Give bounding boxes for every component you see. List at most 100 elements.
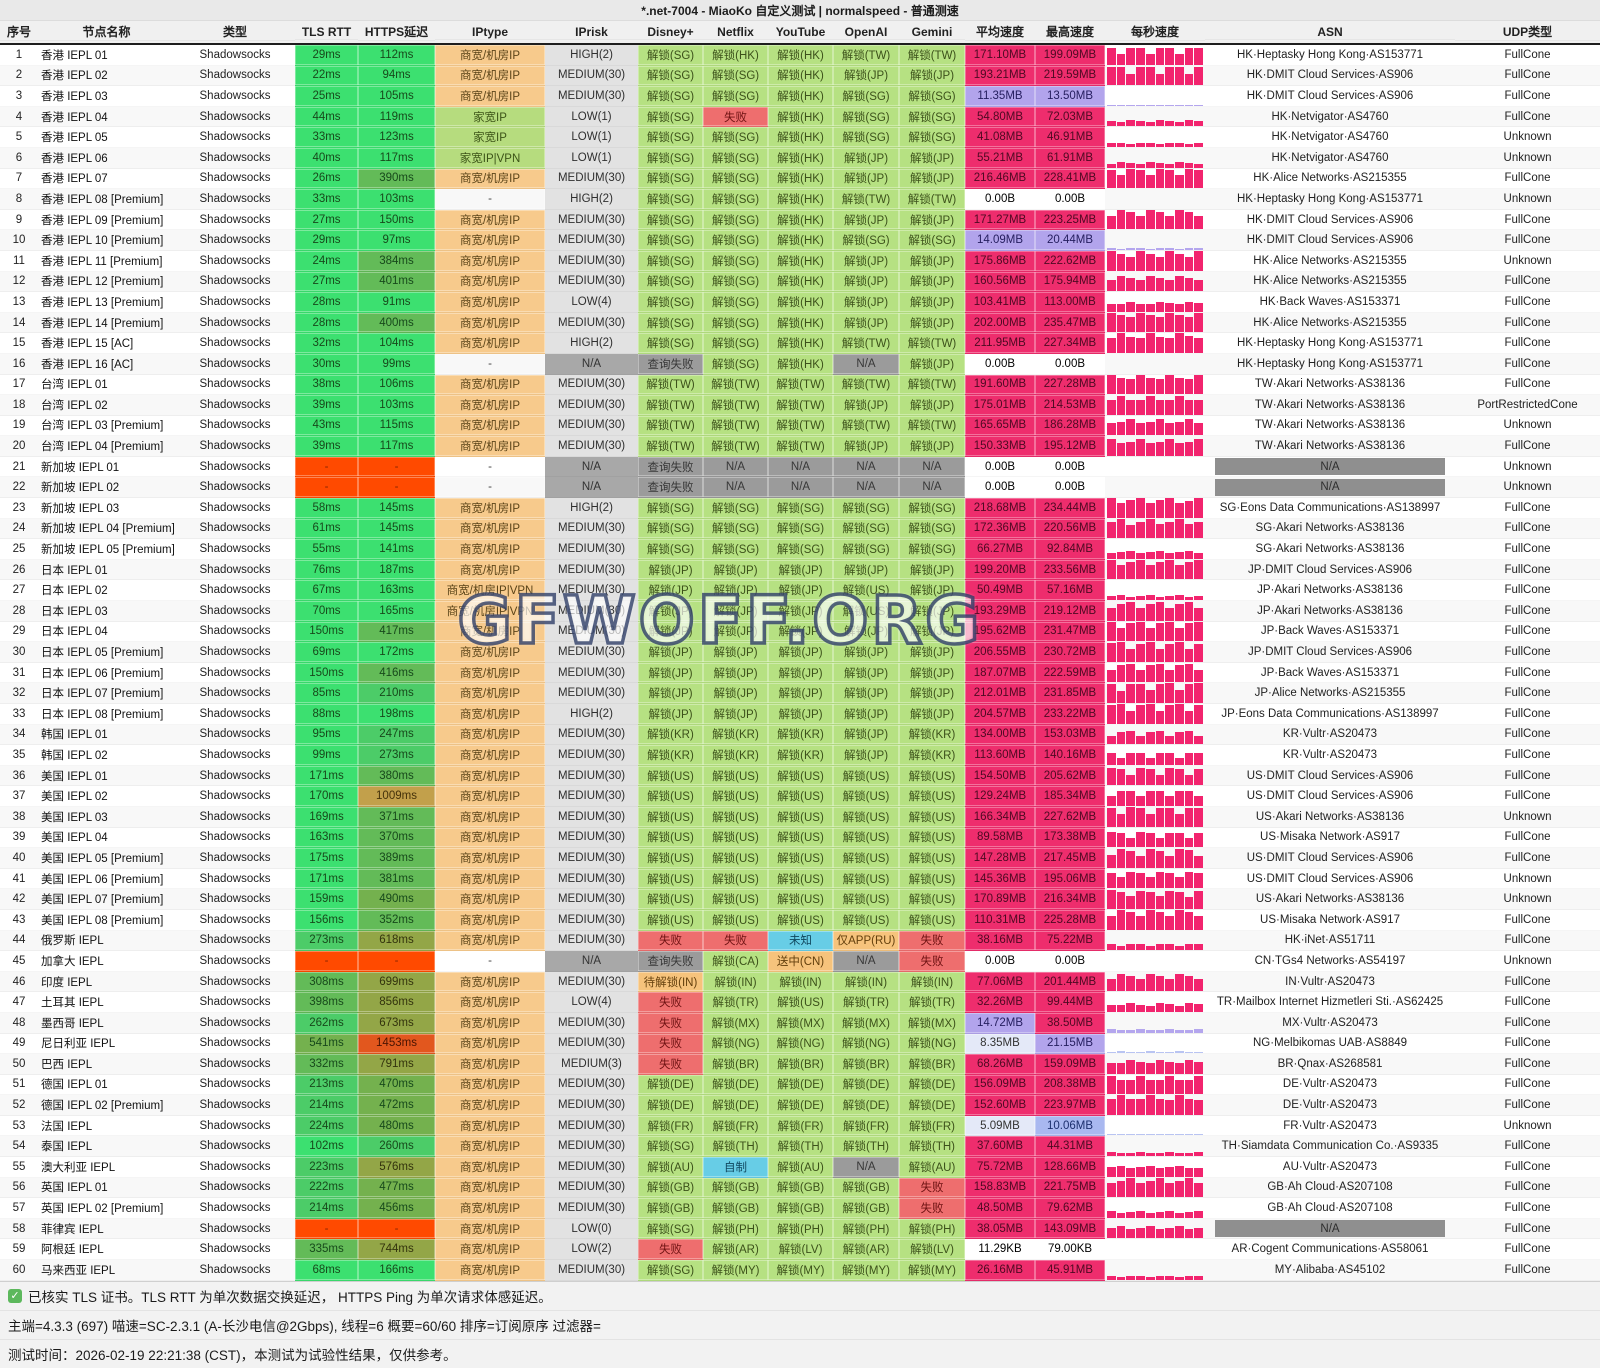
cell-tls-rtt: 38ms bbox=[295, 374, 358, 396]
cell-speed-sparkline bbox=[1105, 312, 1205, 334]
cell-asn: HK·Heptasky Hong Kong·AS153771 bbox=[1205, 354, 1455, 375]
cell-ip-risk: MEDIUM(30) bbox=[545, 271, 638, 293]
cell-asn: AR·Cogent Communications·AS58061 bbox=[1205, 1239, 1455, 1261]
cell-youtube: 解锁(KR) bbox=[768, 745, 833, 766]
cell-asn: GB·Ah Cloud·AS207108 bbox=[1205, 1178, 1455, 1199]
speed-bars bbox=[1105, 745, 1205, 765]
cell-max-speed: 92.84MB bbox=[1035, 539, 1105, 560]
cell-ip-type: 家宽IP bbox=[435, 127, 545, 148]
cell-openai: N/A bbox=[833, 477, 899, 499]
cell-index: 12 bbox=[0, 272, 38, 293]
cell-gemini: 解锁(US) bbox=[899, 868, 965, 890]
cell-gemini: 解锁(JP) bbox=[899, 168, 965, 190]
cell-speed-sparkline bbox=[1105, 1075, 1205, 1096]
cell-max-speed: 201.44MB bbox=[1035, 971, 1105, 993]
cell-avg-speed: 218.68MB bbox=[965, 498, 1035, 519]
cell-type: Shadowsocks bbox=[175, 622, 295, 643]
cell-asn: GB·Ah Cloud·AS207108 bbox=[1205, 1198, 1455, 1219]
cell-youtube: 解锁(HK) bbox=[768, 168, 833, 190]
cell-youtube: 解锁(KR) bbox=[768, 724, 833, 746]
cell-openai: 解锁(TW) bbox=[833, 189, 899, 210]
cell-avg-speed: 204.57MB bbox=[965, 704, 1035, 725]
cell-openai: 解锁(TH) bbox=[833, 1136, 899, 1158]
cell-asn: N/A bbox=[1205, 457, 1455, 478]
cell-ip-risk: LOW(1) bbox=[545, 106, 638, 128]
cell-disney: 解锁(US) bbox=[638, 909, 703, 931]
speed-bars bbox=[1105, 889, 1205, 909]
cell-netflix: 解锁(SG) bbox=[703, 189, 768, 210]
cell-openai: 解锁(TW) bbox=[833, 45, 899, 66]
cell-asn: US·DMIT Cloud Services·AS906 bbox=[1205, 786, 1455, 807]
cell-openai: 解锁(JP) bbox=[833, 271, 899, 293]
table-row: 25 新加坡 IEPL 05 [Premium] Shadowsocks 55ms 14… bbox=[0, 539, 1600, 560]
cell-youtube: 解锁(SG) bbox=[768, 518, 833, 540]
cell-disney: 解锁(SG) bbox=[638, 518, 703, 540]
cell-netflix: 解锁(TR) bbox=[703, 992, 768, 1013]
cell-tls-rtt: 32ms bbox=[295, 333, 358, 354]
cell-max-speed: 143.09MB bbox=[1035, 1218, 1105, 1240]
cell-openai: N/A bbox=[833, 353, 899, 375]
cell-ip-risk: MEDIUM(30) bbox=[545, 1095, 638, 1116]
cell-ip-type: 商宽/机房IP bbox=[435, 724, 545, 746]
cell-ip-risk: MEDIUM(30) bbox=[545, 971, 638, 993]
speed-bars bbox=[1105, 1013, 1205, 1033]
cell-asn: TR·Mailbox Internet Hizmetleri Sti.·AS62… bbox=[1205, 992, 1455, 1013]
cell-disney: 解锁(DE) bbox=[638, 1074, 703, 1096]
cell-ip-risk: MEDIUM(30) bbox=[545, 518, 638, 540]
cell-gemini: 解锁(US) bbox=[899, 909, 965, 931]
cell-tls-rtt: 40ms bbox=[295, 147, 358, 169]
cell-disney: 解锁(SG) bbox=[638, 168, 703, 190]
cell-node-name: 巴西 IEPL bbox=[38, 1054, 175, 1075]
cell-avg-speed: 103.41MB bbox=[965, 292, 1035, 313]
cell-max-speed: 208.38MB bbox=[1035, 1074, 1105, 1096]
cell-youtube: 解锁(TW) bbox=[768, 436, 833, 457]
cell-openai: 解锁(JP) bbox=[833, 250, 899, 272]
cell-ip-type: 商宽/机房IP bbox=[435, 1095, 545, 1116]
cell-node-name: 日本 IEPL 01 bbox=[38, 560, 175, 581]
cell-index: 55 bbox=[0, 1157, 38, 1178]
cell-avg-speed: 0.00B bbox=[965, 951, 1035, 972]
cell-gemini: 解锁(SG) bbox=[899, 106, 965, 128]
cell-asn: KR·Vultr·AS20473 bbox=[1205, 745, 1455, 766]
cell-avg-speed: 110.31MB bbox=[965, 909, 1035, 931]
cell-index: 15 bbox=[0, 333, 38, 354]
cell-node-name: 台湾 IEPL 02 bbox=[38, 395, 175, 416]
cell-gemini: 解锁(JP) bbox=[899, 395, 965, 416]
cell-ip-type: 商宽/机房IP bbox=[435, 909, 545, 931]
cell-gemini: N/A bbox=[899, 477, 965, 499]
cell-index: 10 bbox=[0, 230, 38, 251]
cell-netflix: 自制 bbox=[703, 1157, 768, 1178]
cell-asn: HK·DMIT Cloud Services·AS906 bbox=[1205, 66, 1455, 87]
table-row: 18 台湾 IEPL 02 Shadowsocks 39ms 103ms 商宽/机房IP M… bbox=[0, 395, 1600, 416]
cell-udp-type: FullCone bbox=[1455, 375, 1600, 396]
cell-udp-type: FullCone bbox=[1455, 1095, 1600, 1116]
cell-speed-sparkline bbox=[1105, 972, 1205, 993]
cell-node-name: 香港 IEPL 07 bbox=[38, 169, 175, 190]
speed-bars bbox=[1105, 601, 1205, 621]
cell-youtube: 送中(CN) bbox=[768, 951, 833, 972]
cell-https-latency: 699ms bbox=[358, 971, 435, 993]
cell-udp-type: FullCone bbox=[1455, 45, 1600, 66]
cell-gemini: 解锁(JP) bbox=[899, 704, 965, 725]
cell-max-speed: 175.94MB bbox=[1035, 271, 1105, 293]
cell-ip-type: 商宽/机房IP bbox=[435, 1136, 545, 1158]
cell-type: Shadowsocks bbox=[175, 580, 295, 602]
cell-ip-risk: MEDIUM(30) bbox=[545, 1115, 638, 1137]
cell-openai: 解锁(JP) bbox=[833, 662, 899, 684]
cell-ip-type: 商宽/机房IP bbox=[435, 436, 545, 457]
cell-max-speed: 173.38MB bbox=[1035, 827, 1105, 849]
cell-ip-risk: MEDIUM(30) bbox=[545, 580, 638, 602]
cell-node-name: 香港 IEPL 05 bbox=[38, 127, 175, 148]
cell-https-latency: 417ms bbox=[358, 621, 435, 643]
cell-netflix: 解锁(SG) bbox=[703, 230, 768, 251]
cell-ip-risk: MEDIUM(30) bbox=[545, 312, 638, 334]
cell-ip-type: 家宽IP|VPN bbox=[435, 147, 545, 169]
col-iptype: IPtype bbox=[435, 25, 545, 40]
cell-gemini: N/A bbox=[899, 456, 965, 478]
cell-speed-sparkline bbox=[1105, 992, 1205, 1013]
speed-bars bbox=[1105, 210, 1205, 230]
cell-node-name: 香港 IEPL 06 bbox=[38, 148, 175, 169]
cell-max-speed: 44.31MB bbox=[1035, 1136, 1105, 1158]
cell-openai: 解锁(BR) bbox=[833, 1054, 899, 1075]
cell-https-latency: 145ms bbox=[358, 518, 435, 540]
